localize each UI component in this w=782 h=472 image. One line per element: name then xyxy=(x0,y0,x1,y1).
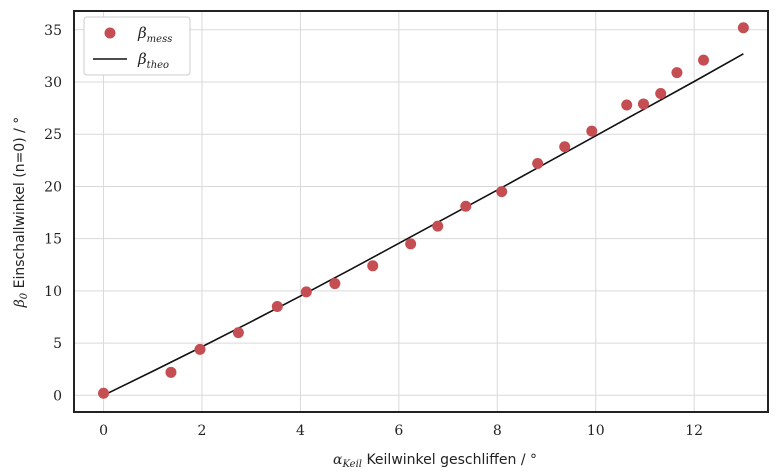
measured-point xyxy=(698,54,710,66)
x-tick-label: 6 xyxy=(394,423,403,439)
measured-point xyxy=(637,98,649,110)
measured-point xyxy=(621,99,633,111)
y-tick-label: 5 xyxy=(53,336,62,352)
legend-label-mess: βmess xyxy=(137,24,172,45)
measured-point xyxy=(367,260,379,272)
y-tick-label: 20 xyxy=(44,179,62,195)
y-tick-label: 10 xyxy=(44,284,62,300)
measured-point xyxy=(671,67,683,79)
measured-point xyxy=(405,238,417,250)
measured-point xyxy=(194,343,206,355)
measured-point xyxy=(271,301,283,313)
grid xyxy=(74,11,768,412)
measured-point xyxy=(165,366,177,378)
legend-marker-mess xyxy=(104,27,116,39)
measured-point xyxy=(532,157,544,169)
x-tick-label: 8 xyxy=(493,423,502,439)
y-tick-label: 30 xyxy=(44,75,62,91)
y-tick-label: 35 xyxy=(44,23,62,39)
x-tick-label: 12 xyxy=(685,423,703,439)
measured-point xyxy=(496,186,508,198)
measured-point xyxy=(559,141,571,153)
measured-point xyxy=(586,125,598,137)
theory-line xyxy=(103,53,744,397)
y-tick-labels: 0 5 10 15 20 25 30 35 xyxy=(44,23,62,404)
legend: βmess βtheo xyxy=(83,16,191,76)
x-tick-label: 0 xyxy=(99,423,108,439)
x-tick-labels: 0 2 4 6 8 10 12 xyxy=(99,423,703,439)
x-tick-label: 4 xyxy=(296,423,305,439)
measured-point xyxy=(98,387,110,399)
measured-point xyxy=(232,327,244,339)
measured-points-layer xyxy=(98,22,749,399)
theory-line-layer xyxy=(103,53,744,397)
x-tick-label: 2 xyxy=(198,423,207,439)
measured-point xyxy=(432,220,444,232)
y-tick-label: 0 xyxy=(53,388,62,404)
measured-point xyxy=(460,200,472,212)
plot-frame xyxy=(73,10,769,413)
measured-point xyxy=(329,278,341,290)
measured-point xyxy=(300,286,312,298)
y-tick-label: 25 xyxy=(44,127,62,143)
legend-box xyxy=(83,16,191,76)
x-axis-label: αKeil Keilwinkel geschliffen / ° xyxy=(333,452,537,470)
x-tick-label: 10 xyxy=(587,423,605,439)
measured-point xyxy=(737,22,749,34)
y-tick-label: 15 xyxy=(44,232,62,248)
measured-point xyxy=(655,87,667,99)
legend-label-theo: βtheo xyxy=(137,50,169,71)
y-axis-label: β0 Einschallwinkel (n=0) / ° xyxy=(12,117,30,309)
